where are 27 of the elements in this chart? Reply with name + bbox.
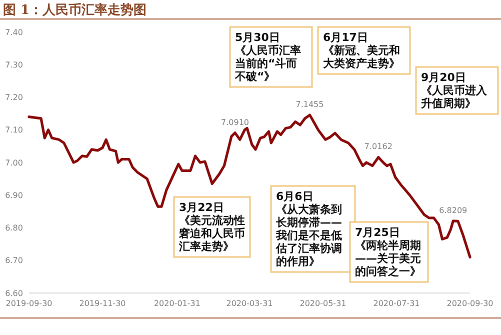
x-tick-label: 2020-05-31 [300,299,346,308]
y-tick-label: 7.00 [5,158,23,168]
y-tick-label: 6.80 [5,224,23,233]
annotation: 7月25日《两轮半周期——关于美元的问答之一》 [355,226,421,278]
x-tick-label: 2020-09-30 [446,299,494,308]
y-tick-label: 7.20 [5,93,23,102]
annotation: 3月22日《美元流动性窘迫和人民币汇率走势》 [178,201,245,253]
annotation: 5月30日《人民币汇率当前的“斗而不破“》 [234,31,301,83]
x-tick-label: 2019-09-30 [6,299,52,308]
annotation: 9月20日《人民币进入升值周期》 [420,71,488,110]
x-tick-label: 2019-11-30 [79,299,126,308]
y-tick-label: 7.10 [5,126,23,135]
annotation: 6.8209 [439,206,468,215]
y-tick-label: 7.40 [5,28,23,37]
annotation: 6月17日《新冠、美元和大类资产走势》 [323,31,400,70]
annotation: 7.1455 [296,100,324,110]
annotation: 7.0910 [221,118,250,127]
annotation: 6月6日《从大萧条到长期停滞——我们是不是低估了汇率协调的作用》 [275,190,342,268]
x-tick-label: 2020-01-31 [154,299,200,308]
x-tick-label: 2020-03-31 [226,299,273,308]
chart-title: 图 1：人民币汇率走势图 [3,2,147,18]
annotation: 7.0162 [364,142,392,152]
y-tick-label: 7.30 [5,60,23,70]
y-tick-label: 6.60 [5,288,23,298]
y-tick-label: 6.70 [5,256,23,266]
x-tick-label: 2020-07-31 [373,299,420,308]
y-tick-label: 6.90 [5,190,23,200]
